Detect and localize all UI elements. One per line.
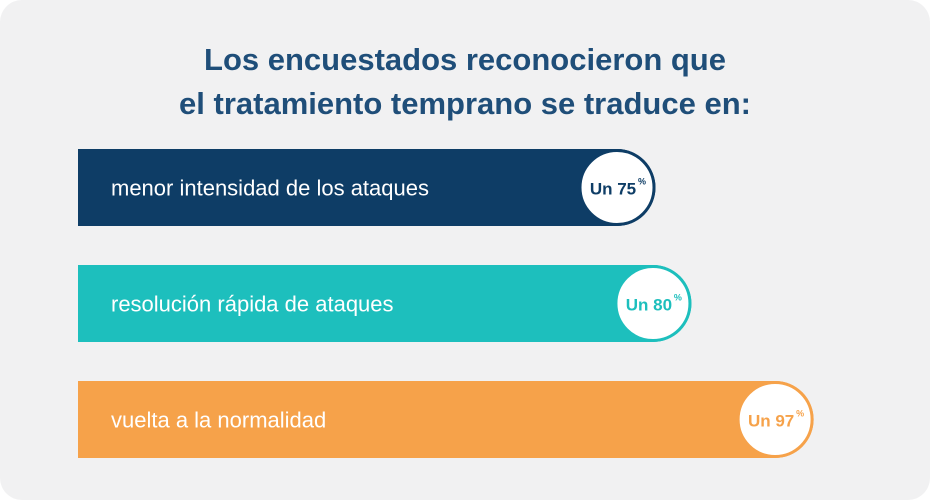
value-unit-1: % [638,177,646,187]
value-label-2: Un 80 [626,296,672,315]
value-unit-2: % [674,293,682,303]
value-label-3: Un 97 [748,412,794,431]
chart-title: Los encuestados reconocieron que el trat… [0,38,930,126]
bar-label-3: vuelta a la normalidad [111,408,326,433]
bar-1 [78,149,656,226]
value-unit-3: % [796,409,804,419]
title-line-2: el tratamiento temprano se traduce en: [179,86,751,121]
value-badge-2 [614,265,692,342]
value-badge-1 [578,149,656,226]
bar-label-1: menor intensidad de los ataques [111,176,429,201]
bar-3 [78,381,814,458]
bar-2 [78,265,692,342]
bar-label-2: resolución rápida de ataques [111,292,394,317]
value-label-1: Un 75 [590,180,636,199]
value-badge-3 [736,381,814,458]
title-line-1: Los encuestados reconocieron que [204,42,726,77]
